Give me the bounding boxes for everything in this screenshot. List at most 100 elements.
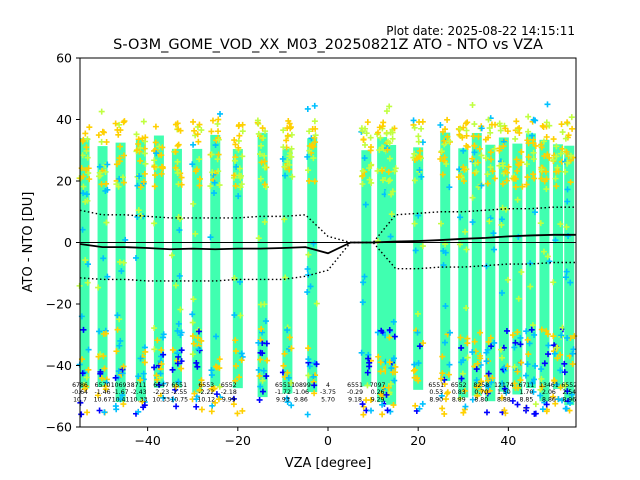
scatter-point <box>101 365 108 372</box>
scatter-point <box>285 117 292 124</box>
scatter-column <box>550 121 566 407</box>
scatter-point <box>502 410 509 417</box>
scatter-point <box>112 120 119 127</box>
scatter-point <box>511 380 518 387</box>
scatter-point <box>77 175 84 182</box>
scatter-point <box>437 122 444 129</box>
scatter-point <box>441 376 448 383</box>
scatter-point <box>307 283 314 290</box>
scatter-point <box>152 172 159 179</box>
scatter-point <box>459 134 466 141</box>
scatter-point <box>208 385 215 392</box>
scatter-point <box>472 160 479 167</box>
scatter-point <box>416 405 423 412</box>
scatter-point <box>209 169 216 176</box>
scatter-point <box>216 356 223 363</box>
scatter-point <box>286 153 293 160</box>
scatter-point <box>557 367 564 374</box>
scatter-core <box>282 148 293 394</box>
scatter-point <box>377 134 384 141</box>
bin-annotation: 6551 0.53 8.90 <box>428 382 444 403</box>
scatter-point <box>486 218 493 225</box>
scatter-point <box>305 356 312 363</box>
scatter-point <box>460 124 467 131</box>
scatter-point <box>511 175 518 182</box>
bin-annotation-line: 1.70 <box>520 389 534 396</box>
scatter-point <box>95 284 102 291</box>
scatter-point <box>170 396 177 403</box>
scatter-point <box>286 334 293 341</box>
scatter-point <box>86 176 93 183</box>
scatter-point <box>501 407 508 414</box>
scatter-point <box>134 213 141 220</box>
scatter-point <box>473 168 480 175</box>
scatter-point <box>311 178 318 185</box>
scatter-column <box>94 108 111 416</box>
scatter-point <box>198 381 205 388</box>
scatter-point <box>477 329 484 336</box>
scatter-point <box>172 386 179 393</box>
scatter-point <box>207 183 214 190</box>
scatter-point <box>156 381 163 388</box>
scatter-point <box>496 145 503 152</box>
scatter-layer <box>76 101 578 418</box>
scatter-point <box>489 168 496 175</box>
scatter-point <box>288 379 295 386</box>
scatter-point <box>191 127 198 134</box>
scatter-point <box>231 137 238 144</box>
scatter-point <box>195 346 202 353</box>
scatter-column <box>437 116 454 417</box>
scatter-point <box>312 139 319 146</box>
scatter-point <box>360 411 367 418</box>
scatter-point <box>239 353 246 360</box>
scatter-point <box>557 150 564 157</box>
scatter-point <box>217 110 224 117</box>
scatter-core <box>135 139 146 401</box>
scatter-point <box>152 147 159 154</box>
scatter-point <box>156 143 163 150</box>
scatter-point <box>191 390 198 397</box>
scatter-point <box>487 149 494 156</box>
scatter-point <box>442 396 449 403</box>
scatter-point <box>306 128 313 135</box>
scatter-point <box>114 326 121 333</box>
scatter-point <box>80 190 87 197</box>
scatter-point <box>207 234 214 241</box>
bin-annotation-line: 9.29 <box>371 396 385 403</box>
bin-annotation-line: 8.85 <box>520 396 534 403</box>
scatter-point <box>415 212 422 219</box>
scatter-point <box>151 157 158 164</box>
scatter-point <box>103 219 110 226</box>
bin-annotation-line: 10.33 <box>152 396 170 403</box>
scatter-point <box>151 220 158 227</box>
scatter-point <box>79 152 86 159</box>
scatter-point <box>446 361 453 368</box>
bin-annotation-line: 9.18 <box>348 396 362 403</box>
scatter-point <box>415 377 422 384</box>
scatter-point <box>545 351 552 358</box>
scatter-point <box>545 342 552 349</box>
bin-annotation-line: 10.33 <box>130 396 148 403</box>
scatter-point <box>235 193 242 200</box>
scatter-point <box>86 124 93 131</box>
scatter-point <box>83 191 90 198</box>
scatter-point <box>461 387 468 394</box>
scatter-point <box>550 279 557 286</box>
bin-annotation-line: -2.43 <box>131 389 147 396</box>
scatter-column <box>76 124 93 418</box>
scatter-point <box>499 160 506 167</box>
scatter-point <box>438 148 445 155</box>
scatter-point <box>79 370 86 377</box>
scatter-point <box>392 165 399 172</box>
x-axis-label: VZA [degree] <box>285 456 372 471</box>
y-tick-label: 0 <box>64 235 72 250</box>
scatter-point <box>498 394 505 401</box>
scatter-point <box>440 262 447 269</box>
scatter-point <box>538 326 545 333</box>
scatter-point <box>261 164 268 171</box>
scatter-point <box>120 179 127 186</box>
scatter-point <box>257 175 264 182</box>
scatter-point <box>135 141 142 148</box>
scatter-point <box>312 132 319 139</box>
scatter-point <box>386 334 393 341</box>
